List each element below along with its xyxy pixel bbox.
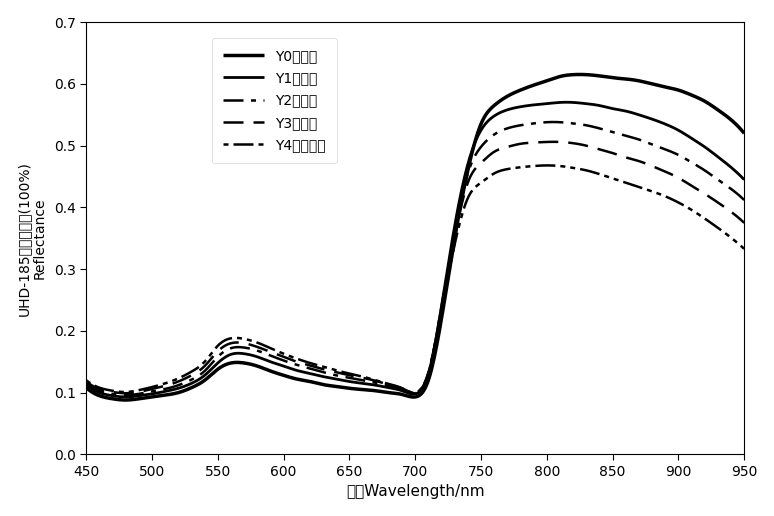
Y4：极严重: [439, 297, 448, 303]
Y2：中度: [396, 385, 405, 392]
Y3：严重: [474, 162, 484, 168]
Y3：严重: [399, 386, 409, 392]
Y4：极严重: [81, 377, 91, 383]
Y4：极严重: [726, 235, 735, 241]
Y1：轻度: [474, 131, 484, 137]
Y2：中度: [624, 133, 633, 139]
Y1：轻度: [81, 381, 91, 388]
Y4：极严重: [409, 390, 418, 396]
Y3：严重: [726, 208, 735, 215]
Y0：正常: [739, 130, 748, 136]
Y1：轻度: [399, 389, 409, 395]
Y2：中度: [399, 387, 409, 393]
Y4：极严重: [394, 384, 403, 390]
Y4：极严重: [398, 385, 407, 392]
Line: Y2：中度: Y2：中度: [86, 122, 744, 395]
Legend: Y0：正常, Y1：轻度, Y2：中度, Y3：严重, Y4：极严重: Y0：正常, Y1：轻度, Y2：中度, Y3：严重, Y4：极严重: [211, 38, 337, 163]
Y0：正常: [122, 397, 131, 403]
Y1：轻度: [739, 176, 748, 183]
Y3：严重: [81, 378, 91, 384]
Y3：严重: [550, 139, 559, 145]
Y2：中度: [474, 146, 484, 152]
Y3：严重: [122, 390, 131, 396]
Y3：严重: [739, 220, 748, 226]
Y0：正常: [396, 391, 405, 397]
Y1：轻度: [439, 291, 448, 297]
Y0：正常: [81, 384, 91, 391]
Y3：严重: [396, 384, 405, 391]
Y4：极严重: [739, 246, 748, 252]
Y0：正常: [439, 303, 448, 310]
Y2：中度: [726, 186, 735, 192]
Y3：严重: [439, 293, 448, 299]
Y2：中度: [739, 197, 748, 203]
Y2：中度: [122, 392, 131, 398]
Y-axis label: UHD-185光谱反射率(100%)
Reflectance: UHD-185光谱反射率(100%) Reflectance: [17, 161, 47, 316]
Y3：严重: [624, 155, 633, 161]
Y1：轻度: [561, 99, 570, 105]
Y1：轻度: [624, 108, 633, 115]
Y4：极严重: [474, 181, 484, 187]
Y0：正常: [624, 76, 633, 83]
Y1：轻度: [122, 394, 131, 400]
Y1：轻度: [726, 164, 735, 170]
Y0：正常: [574, 71, 584, 77]
Y1：轻度: [396, 387, 405, 393]
Line: Y1：轻度: Y1：轻度: [86, 102, 744, 397]
Y0：正常: [399, 392, 409, 398]
Y2：中度: [548, 119, 557, 125]
Y2：中度: [81, 380, 91, 386]
Line: Y0：正常: Y0：正常: [86, 74, 744, 400]
Y0：正常: [726, 117, 735, 123]
Y2：中度: [439, 291, 448, 297]
Y4：极严重: [543, 163, 553, 169]
Y4：极严重: [624, 181, 633, 187]
Y0：正常: [474, 126, 484, 132]
Line: Y4：极严重: Y4：极严重: [86, 166, 744, 393]
Line: Y3：严重: Y3：严重: [86, 142, 744, 393]
X-axis label: 波长Wavelength/nm: 波长Wavelength/nm: [346, 485, 485, 499]
